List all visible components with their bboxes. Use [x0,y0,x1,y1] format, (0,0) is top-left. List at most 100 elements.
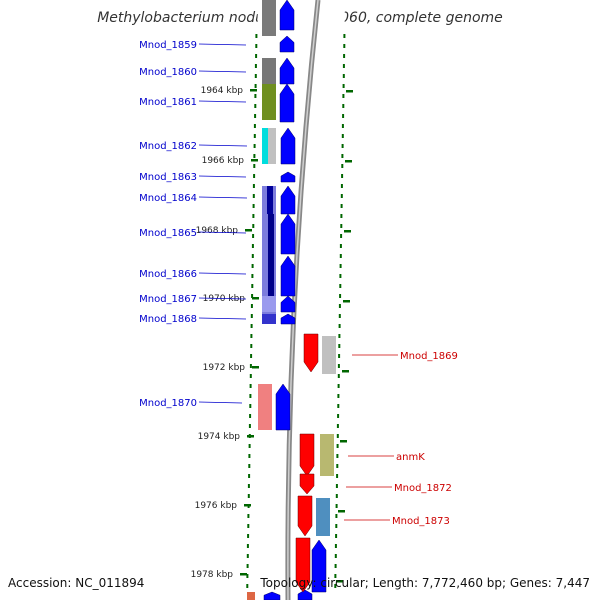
guide-dot-left [250,344,253,348]
guide-dot-right [341,154,344,158]
forward-gene-arrow [280,213,296,255]
guide-dot-right [335,514,338,518]
guide-dot-right [339,254,342,258]
guide-dot-left [253,174,256,178]
genome-backbone [285,0,321,600]
guide-dot-right [337,404,340,408]
guide-dot-left [250,334,253,338]
forward-label-leader [198,196,248,199]
kbp-tick-label: 1970 kbp [203,294,246,304]
guide-dot-right [338,334,341,338]
guide-dot-left [249,384,252,388]
guide-dot-right [339,294,342,298]
reverse-gene-arrow [297,495,313,537]
guide-dot-left [254,74,257,78]
guide-dot-left [247,534,250,538]
gene-block [267,186,273,214]
kbp-tick-mark [251,159,258,162]
reverse-gene-label: Mnod_1872 [394,483,452,494]
guide-dot-left [249,414,252,418]
guide-dot-right [337,374,340,378]
guide-dot-right [335,524,338,528]
forward-gene-label: Mnod_1866 [139,269,197,280]
guide-dot-left [249,374,252,378]
guide-dot-left [250,324,253,328]
guide-dot-left [255,34,258,38]
guide-dot-left [255,54,258,58]
gene-block [262,0,276,36]
gene-arrows [263,0,327,600]
gene-block [316,498,330,536]
guide-dot-right [340,194,343,198]
kbp-tick-label: 1968 kbp [196,226,239,236]
kbp-tick-mark-right [340,440,347,443]
guide-dot-right [334,564,337,568]
guide-dot-right [342,104,345,108]
forward-label-leader [198,231,247,234]
guide-dot-right [338,324,341,328]
reverse-gene-arrow [299,433,315,477]
forward-gene-arrow [275,383,291,431]
forward-gene-label: Mnod_1865 [139,228,197,239]
guide-dot-left [249,364,252,368]
guide-dot-right [334,584,337,588]
guide-dot-right [343,44,346,48]
reverse-gene-arrow [303,333,319,373]
forward-gene-label: Mnod_1867 [139,294,197,305]
gene-block [320,434,334,476]
gene-block [262,314,276,324]
kbp-tick-mark [247,435,254,438]
guide-dot-right [341,174,344,178]
kbp-tick-mark-right [346,90,353,93]
guide-dot-left [248,444,251,448]
guide-dot-right [335,484,338,488]
forward-gene-label: Mnod_1862 [139,141,197,152]
kbp-tick-mark [252,366,259,369]
forward-gene-label: Mnod_1864 [139,193,197,204]
guide-dot-right [340,214,343,218]
guide-dot-left [255,44,258,48]
guide-dot-right [342,74,345,78]
kbp-tick-mark-right [343,300,350,303]
guide-dot-left [249,404,252,408]
guide-dot-left [248,474,251,478]
forward-label-leader [198,144,248,147]
reverse-gene-label: anmK [396,452,425,463]
forward-gene-arrow [279,83,295,123]
guide-dot-left [247,484,250,488]
guide-dot-right [342,64,345,68]
guide-dot-left [247,514,250,518]
forward-label-leader [198,401,243,404]
guide-dot-right [343,54,346,58]
kbp-tick-mark-right [344,230,351,233]
guide-dot-left [251,294,254,298]
guide-dot-right [339,264,342,268]
gene-block [322,336,336,374]
guide-dot-right [338,354,341,358]
guide-dot-right [334,574,337,578]
guide-dot-left [251,244,254,248]
guide-dot-right [336,464,339,468]
guide-dot-left [251,254,254,258]
reverse-gene-label: Mnod_1873 [392,516,450,527]
kbp-tick-mark [245,229,252,232]
guide-dot-right [335,494,338,498]
guide-dot-right [334,554,337,558]
forward-label-leader [198,297,247,300]
kbp-tick-mark [252,297,259,300]
kbp-ticks: 1964 kbp 1966 kbp 1968 kbp 1970 kbp 1972 kbp… [191,86,353,583]
guide-dot-right [336,444,339,448]
guide-dot-left [248,424,251,428]
forward-gene-label: Mnod_1868 [139,314,197,325]
gene-blocks [247,0,336,600]
forward-gene-arrow [279,35,295,53]
forward-label-leader [198,70,247,73]
gene-block [262,84,276,120]
guide-dot-left [247,494,250,498]
forward-gene-label: Mnod_1863 [139,172,197,183]
guide-dot-right [336,474,339,478]
kbp-tick-label: 1964 kbp [201,86,244,96]
guide-dot-right [341,134,344,138]
accession-text: Accession: NC_011894 [8,576,145,590]
forward-gene-arrow [280,295,296,313]
